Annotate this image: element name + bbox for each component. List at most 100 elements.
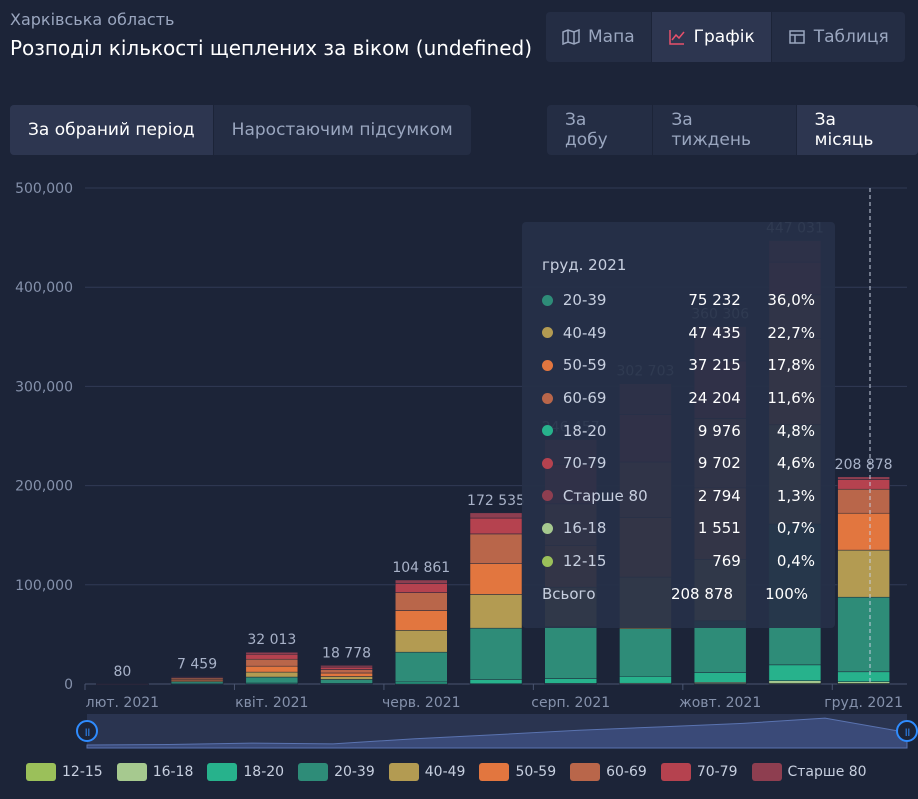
bar-segment-20-39 xyxy=(245,676,299,684)
bar-segment-20-39 xyxy=(837,596,890,673)
bar-total-label: 80 xyxy=(113,664,131,680)
legend-item[interactable]: 40-49 xyxy=(388,763,466,781)
legend-item[interactable]: 18-20 xyxy=(207,763,284,781)
bar-segment-40-49 xyxy=(245,671,299,678)
legend-item[interactable]: 20-39 xyxy=(298,763,375,781)
legend-item[interactable]: 60-69 xyxy=(570,763,647,781)
x-tick-label: квіт. 2021 xyxy=(235,695,308,711)
y-tick-label: 100,000 xyxy=(15,578,73,594)
legend-label: 40-49 xyxy=(424,764,466,780)
view-switch: Мапа Графік Таблиця xyxy=(546,12,905,62)
tooltip-series-value: 47 435 xyxy=(688,323,741,342)
tooltip-series-value: 9 702 xyxy=(697,454,741,473)
legend-item[interactable]: 50-59 xyxy=(479,763,556,781)
range-handle-left[interactable] xyxy=(76,720,98,742)
legend-swatch xyxy=(116,763,147,781)
bar-segment-60-69 xyxy=(245,658,299,667)
tab-map[interactable]: Мапа xyxy=(546,12,652,62)
period-switch: За добу За тиждень За місяць xyxy=(547,105,918,155)
bar-segment-18-20 xyxy=(469,679,523,684)
legend-item[interactable]: Старше 80 xyxy=(751,763,867,781)
period-week[interactable]: За тиждень xyxy=(653,105,797,155)
bar-segment-70-79 xyxy=(469,517,523,535)
y-tick-label: 300,000 xyxy=(15,379,73,395)
legend-label: 70-79 xyxy=(696,764,738,780)
tooltip-series-pct: 1,3% xyxy=(776,486,815,505)
bar-segment-18-20 xyxy=(619,676,672,684)
legend-swatch xyxy=(570,763,601,781)
bar-total-label: 32 013 xyxy=(247,632,296,648)
period-month[interactable]: За місяць xyxy=(796,105,918,155)
bar-segment-18-20 xyxy=(395,681,448,685)
bar-segment-Старше 80 xyxy=(170,676,224,678)
legend-item[interactable]: 70-79 xyxy=(660,763,738,781)
legend-label: 16-18 xyxy=(152,764,194,780)
pause-icon: ॥ xyxy=(83,725,90,739)
bar-segment-20-39 xyxy=(395,651,448,683)
tooltip-row: 18-20 9 976 4,8% xyxy=(542,414,815,447)
mode-switch: За обраний період Наростаючим підсумком xyxy=(10,105,471,155)
bar-total-label: 18 778 xyxy=(322,645,371,661)
tooltip-series-name: 18-20 xyxy=(562,421,607,440)
legend-swatch xyxy=(751,763,782,781)
tab-chart[interactable]: Графік xyxy=(651,12,772,62)
tooltip-row: Старше 80 2 794 1,3% xyxy=(542,480,815,513)
tab-table[interactable]: Таблиця xyxy=(772,12,905,62)
chart-legend: 12-15 16-18 18-20 20-39 40-49 50-59 60-69 70-79… xyxy=(26,763,867,781)
tab-chart-label: Графік xyxy=(693,27,755,47)
bar-segment-70-79 xyxy=(837,479,890,490)
tooltip-series-value: 75 232 xyxy=(688,291,741,310)
bar-total-label: 208 878 xyxy=(835,457,893,473)
bar-segment-50-59 xyxy=(320,672,373,677)
range-handle-right[interactable] xyxy=(896,720,918,742)
tooltip-dot xyxy=(542,392,553,404)
tooltip-dot xyxy=(542,359,553,371)
tooltip-row: 40-49 47 435 22,7% xyxy=(542,317,815,350)
range-slider-sparkline xyxy=(86,717,908,749)
tooltip-row: 60-69 24 204 11,6% xyxy=(542,382,815,415)
y-tick-label: 400,000 xyxy=(15,280,73,296)
page-title: Розподіл кількості щеплених за віком (un… xyxy=(10,36,533,60)
tooltip-series-name: 20-39 xyxy=(562,291,607,310)
tooltip-dot xyxy=(542,327,553,339)
mode-cumulative[interactable]: Наростаючим підсумком xyxy=(231,120,453,140)
bar-segment-16-18 xyxy=(768,680,822,684)
x-tick-label: черв. 2021 xyxy=(382,695,461,711)
tooltip-date: груд. 2021 xyxy=(542,256,627,274)
tooltip-series-pct: 22,7% xyxy=(767,323,815,342)
tooltip-series-pct: 17,8% xyxy=(767,356,815,375)
tooltip-dot xyxy=(542,555,553,567)
tooltip-series-value: 2 794 xyxy=(697,486,741,505)
tab-map-label: Мапа xyxy=(588,27,635,47)
tooltip-dot xyxy=(542,522,553,534)
period-day[interactable]: За добу xyxy=(547,105,654,155)
bar-segment-70-79 xyxy=(245,653,299,660)
legend-label: 20-39 xyxy=(334,764,375,780)
tooltip-rows: 20-39 75 232 36,0% 40-49 47 435 22,7% 50-59 37 … xyxy=(542,284,815,577)
tooltip-series-pct: 0,7% xyxy=(776,519,815,538)
table-icon xyxy=(788,30,805,44)
tooltip-row: 12-15 769 0,4% xyxy=(542,545,815,578)
bar-total-label: 104 861 xyxy=(392,560,450,576)
legend-label: 50-59 xyxy=(515,764,557,780)
tooltip-series-name: 40-49 xyxy=(562,323,607,342)
bar-segment-20-39 xyxy=(693,620,747,673)
legend-swatch xyxy=(26,763,56,781)
bar-segment-Старше 80 xyxy=(469,512,523,519)
legend-label: Старше 80 xyxy=(787,764,867,780)
bar-segment-Старше 80 xyxy=(395,579,448,584)
tooltip-series-pct: 4,8% xyxy=(776,421,815,440)
bar-segment-40-49 xyxy=(837,549,890,598)
bar-segment-60-69 xyxy=(837,488,890,514)
tooltip-series-name: 70-79 xyxy=(562,454,607,473)
bar-segment-Старше 80 xyxy=(245,651,299,655)
bar-segment-20-39 xyxy=(619,628,672,677)
bar-total-label: 7 459 xyxy=(177,657,217,673)
x-tick-label: лют. 2021 xyxy=(86,695,159,711)
legend-item[interactable]: 16-18 xyxy=(116,763,194,781)
bar-segment-20-39 xyxy=(320,679,373,684)
bar-segment-40-49 xyxy=(395,630,448,653)
mode-selected-period[interactable]: За обраний період xyxy=(10,105,214,155)
tooltip-series-pct: 4,6% xyxy=(776,454,815,473)
legend-item[interactable]: 12-15 xyxy=(26,763,103,781)
